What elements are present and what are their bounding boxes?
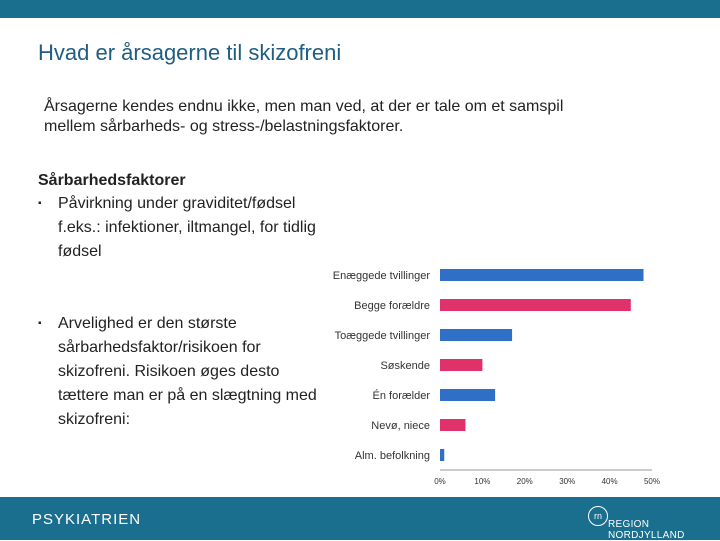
bar — [440, 389, 496, 401]
risk-bar-chart: Enæggede tvillinger Begge forældre Toægged… — [333, 269, 660, 486]
category-label: Alm. befolkning — [355, 450, 430, 462]
bullet-text: Påvirkning under graviditet/fødsel f.eks… — [58, 195, 316, 260]
x-tick-label: 0% — [434, 477, 446, 486]
bar — [440, 329, 513, 341]
bar — [440, 269, 644, 281]
bar — [440, 299, 631, 311]
bullet-icon: ▪ — [38, 198, 42, 209]
bar — [440, 449, 445, 461]
category-label: Enæggede tvillinger — [333, 270, 431, 282]
x-tick-label: 30% — [559, 477, 575, 486]
footer-region: REGION NORDJYLLAND — [608, 519, 685, 541]
x-tick-label: 40% — [602, 477, 618, 486]
region-logo-icon: rn — [588, 506, 608, 526]
bar — [440, 419, 466, 431]
x-tick-label: 10% — [474, 477, 490, 486]
footer-brand: PSYKIATRIEN — [32, 511, 142, 528]
category-label: Toæggede tvillinger — [335, 330, 431, 342]
category-label: Begge forældre — [354, 300, 430, 312]
top-bar — [0, 0, 720, 18]
category-label: Søskende — [380, 360, 430, 372]
footer-bar: PSYKIATRIEN REGION NORDJYLLAND — [0, 497, 720, 541]
bullet-icon: ▪ — [38, 318, 42, 329]
bullet-text: Arvelighed er den største sårbarhedsfakt… — [58, 315, 317, 428]
x-tick-label: 20% — [517, 477, 533, 486]
x-tick-label: 50% — [644, 477, 660, 486]
slide-title: Hvad er årsagerne til skizofreni — [38, 40, 342, 65]
intro-text: Årsagerne kendes endnu ikke, men man ved… — [44, 98, 564, 135]
section-heading: Sårbarhedsfaktorer — [38, 172, 186, 189]
bar — [440, 359, 483, 371]
category-label: Nevø, niece — [371, 420, 430, 432]
category-label: Én forælder — [373, 389, 431, 402]
